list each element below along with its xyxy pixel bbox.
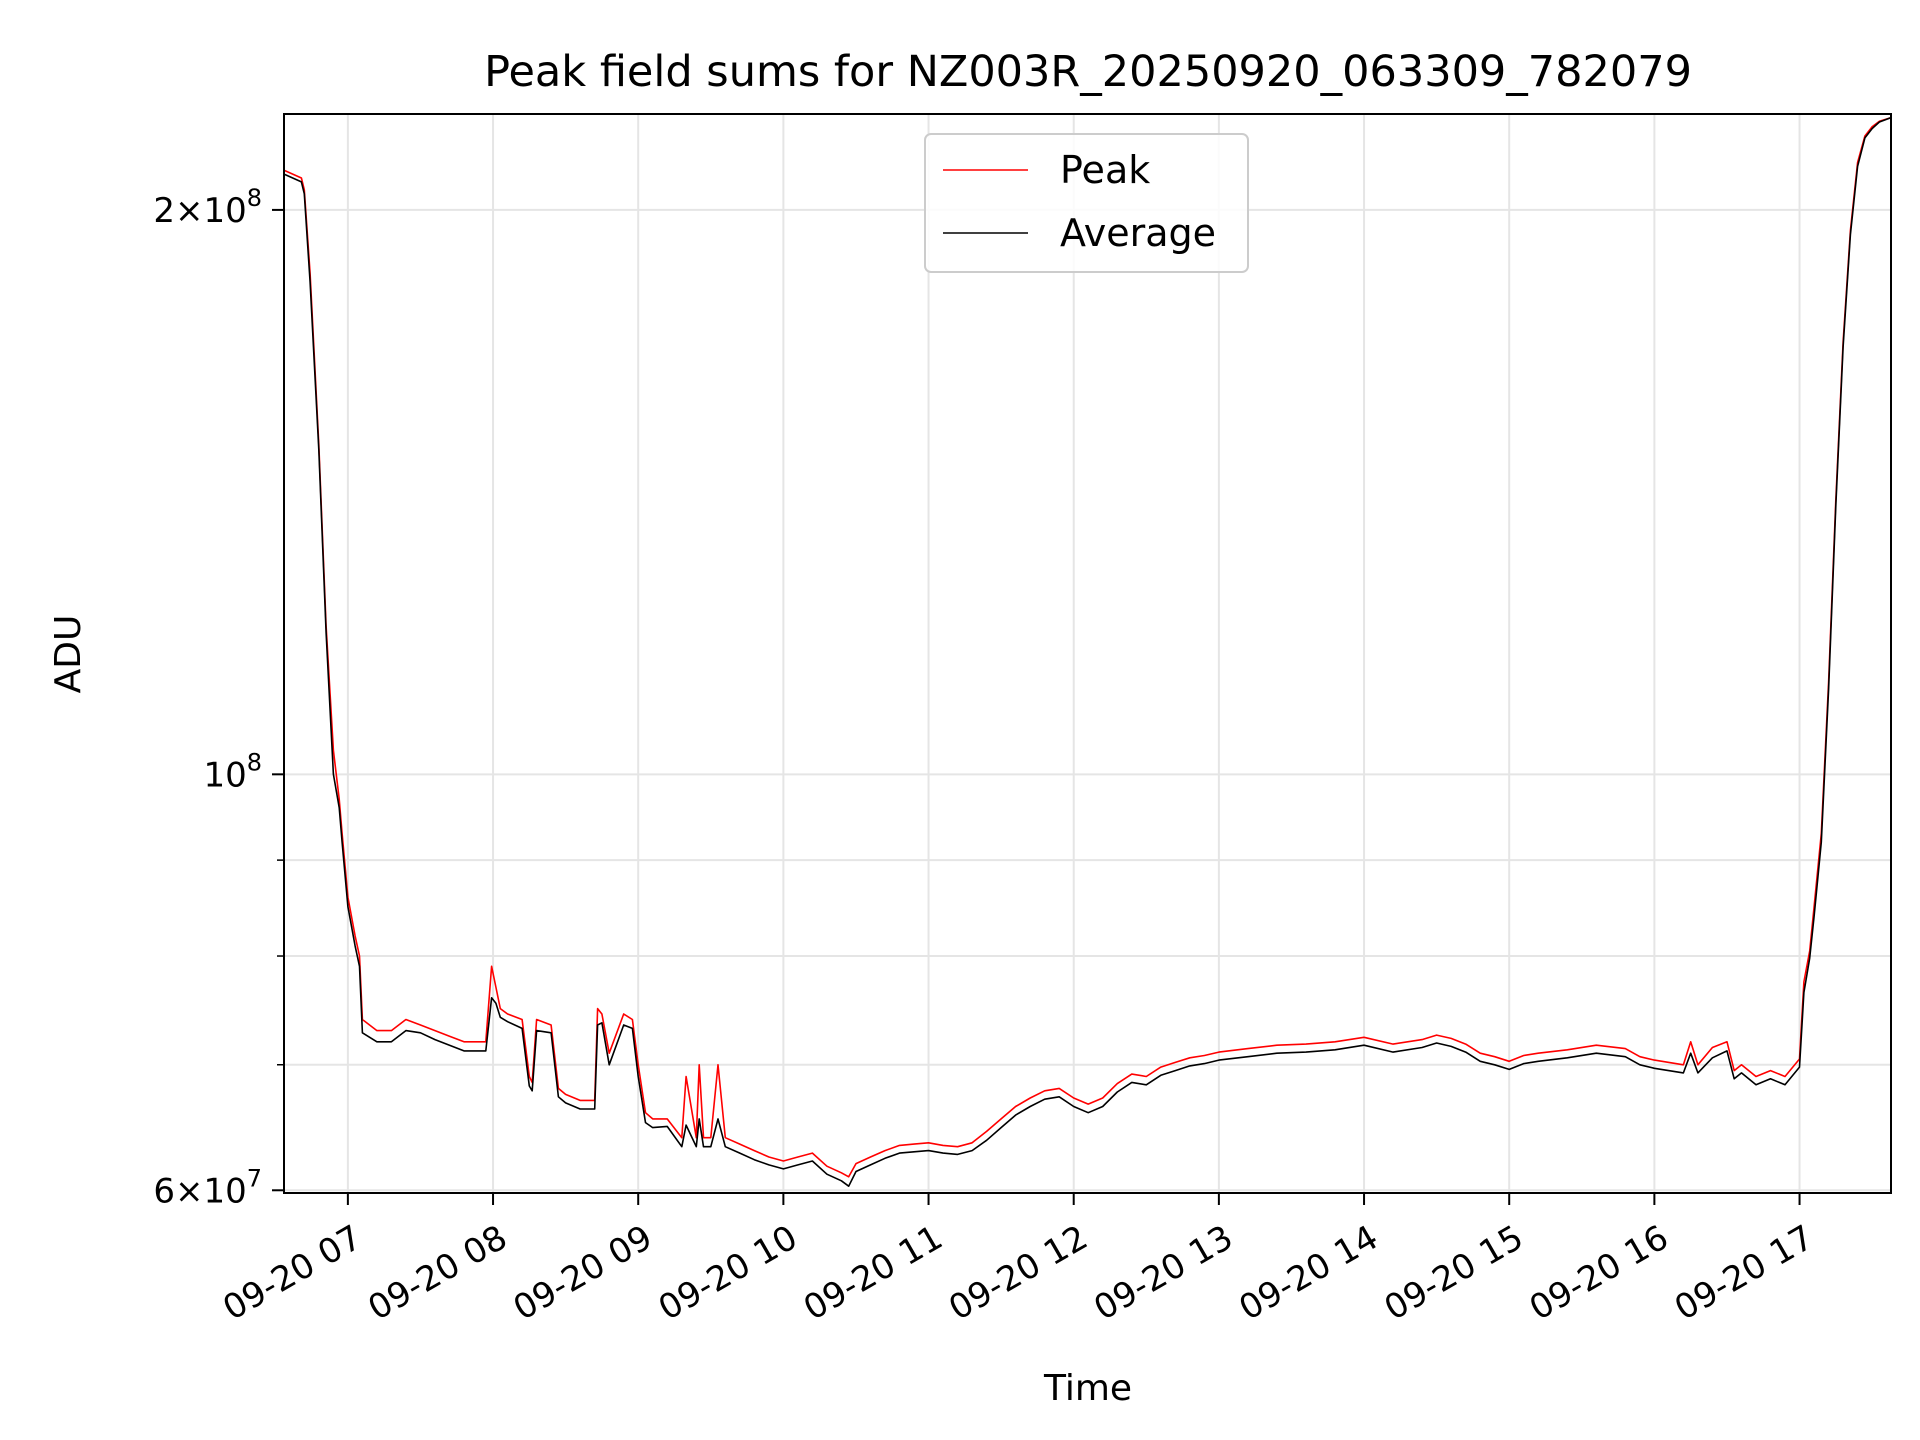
- legend-box: [924, 133, 1249, 273]
- chart-title: Peak field sums for NZ003R_20250920_0633…: [484, 47, 1692, 97]
- series-line-average: [284, 116, 1891, 1187]
- y-tick-label: 108: [203, 748, 262, 795]
- y-axis-title: ADU: [48, 615, 89, 694]
- legend: Peak Average: [924, 133, 1249, 273]
- y-tick-label: 2×108: [153, 184, 262, 231]
- x-axis-title: Time: [1043, 1368, 1132, 1409]
- plot-area-frame: [283, 113, 1892, 1194]
- legend-label-average: Average: [1060, 211, 1216, 255]
- legend-label-peak: Peak: [1060, 148, 1150, 192]
- series-layer: [284, 116, 1891, 1187]
- y-tick-label: 6×107: [153, 1164, 262, 1211]
- series-line-peak: [284, 116, 1891, 1178]
- y-axis: 6×107 108 2×108: [153, 184, 284, 1211]
